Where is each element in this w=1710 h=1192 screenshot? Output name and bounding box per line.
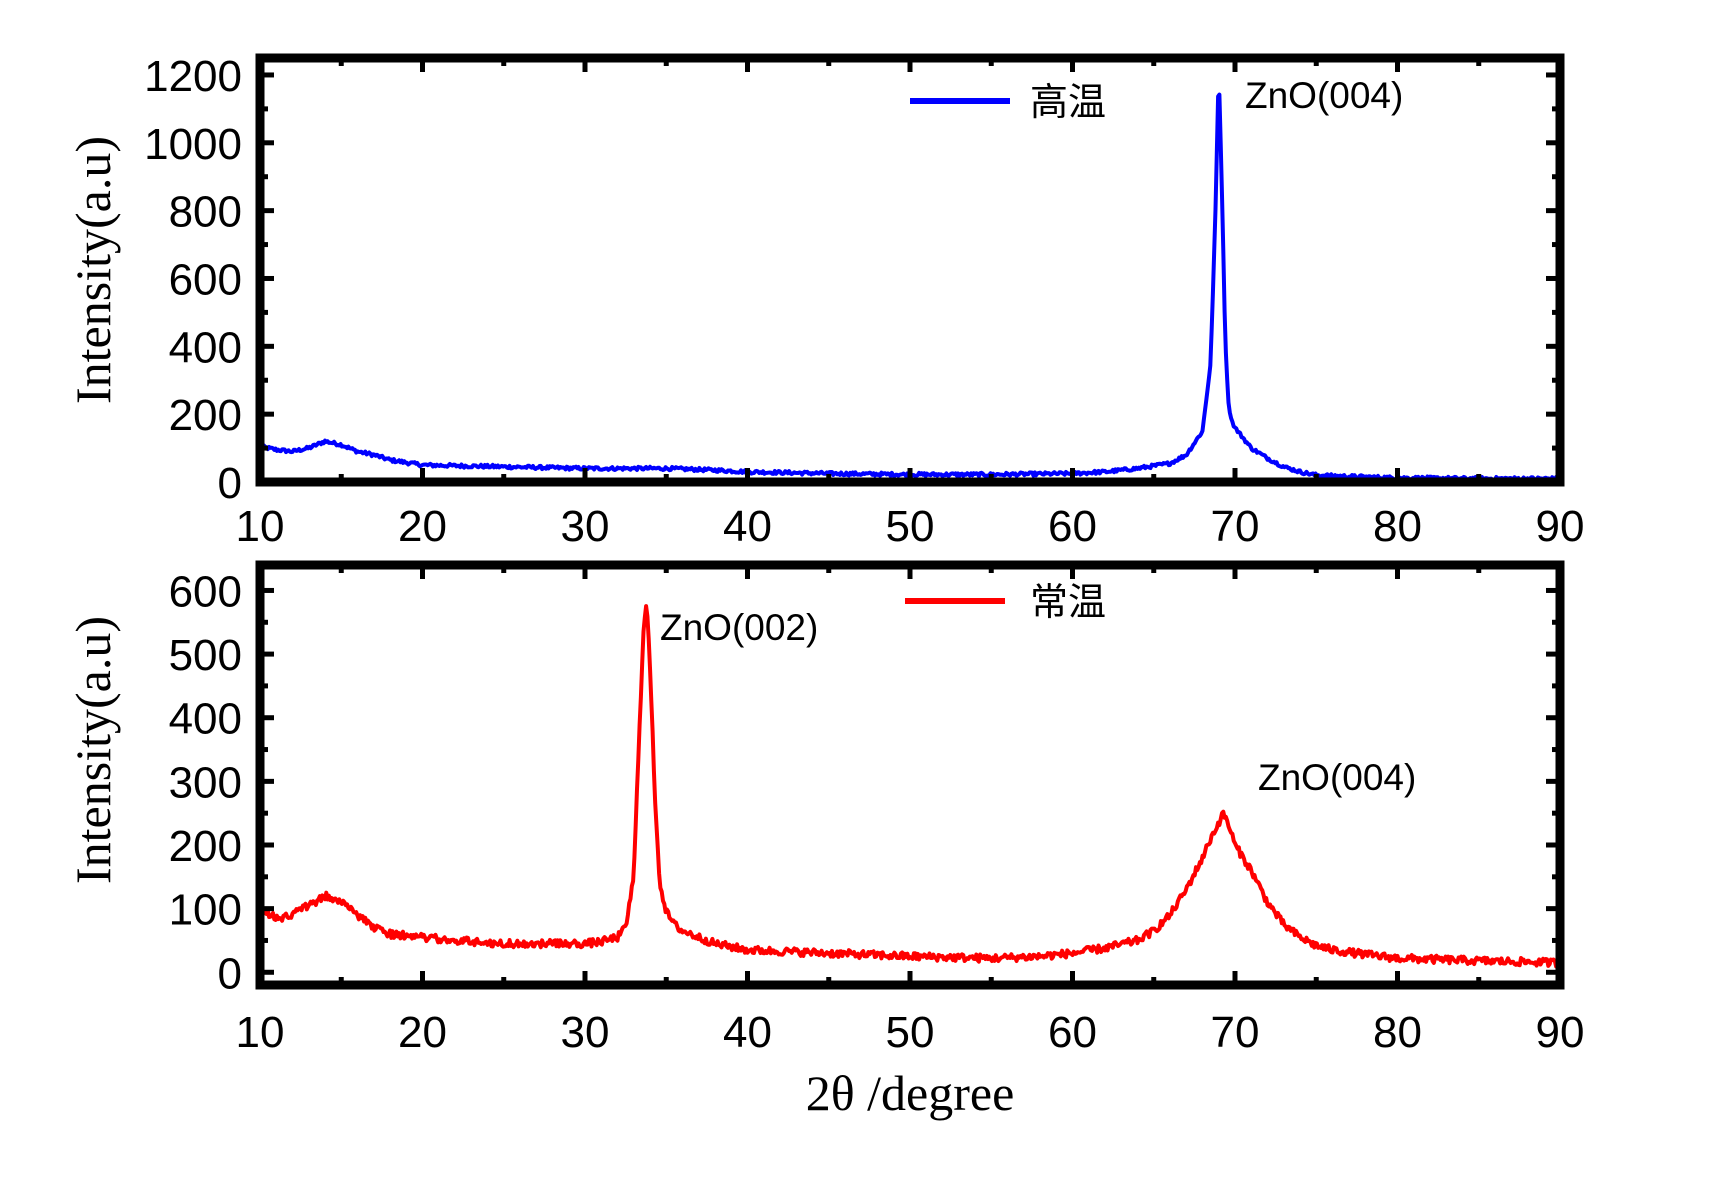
- x-tick-label: 60: [1048, 1008, 1097, 1057]
- y-tick-label: 200: [169, 391, 242, 440]
- y-tick-label: 100: [169, 886, 242, 935]
- x-tick-label: 10: [236, 1008, 285, 1057]
- plot-frame: [255, 53, 1565, 487]
- peak-annotation: ZnO(004): [1245, 75, 1403, 116]
- y-tick-label: 200: [169, 822, 242, 871]
- y-tick-label: 600: [169, 255, 242, 304]
- legend-label: 常温: [1030, 580, 1106, 624]
- x-axis-title: 2θ /degree: [806, 1065, 1015, 1121]
- x-tick-label: 90: [1536, 1008, 1585, 1057]
- x-tick-label: 50: [886, 502, 935, 551]
- x-tick-label: 40: [723, 1008, 772, 1057]
- x-tick-label: 80: [1373, 1008, 1422, 1057]
- y-tick-label: 0: [218, 949, 242, 998]
- x-tick-label: 40: [723, 502, 772, 551]
- peak-annotation: ZnO(004): [1258, 757, 1416, 798]
- top-panel-high-temp: 高温 10 20 30 40 50 60 70 80 90 0 200 400 600 800 1000 120…: [65, 52, 1584, 551]
- y-axis-title: Intensity(a.u): [65, 136, 121, 404]
- x-tick-label: 30: [561, 1008, 610, 1057]
- y-tick-label: 1000: [144, 120, 242, 169]
- y-tick-label: 400: [169, 695, 242, 744]
- series-line-high-temp: [258, 92, 1561, 482]
- x-tick-label: 80: [1373, 502, 1422, 551]
- x-tick-label: 60: [1048, 502, 1097, 551]
- x-tick-label: 30: [561, 502, 610, 551]
- series-line-room-temp: [258, 604, 1562, 969]
- x-tick-label: 70: [1211, 502, 1260, 551]
- y-tick-label: 600: [169, 567, 242, 616]
- peak-annotation: ZnO(002): [660, 607, 818, 648]
- x-tick-label: 10: [236, 502, 285, 551]
- x-tick-label: 20: [398, 502, 447, 551]
- y-tick-label: 300: [169, 758, 242, 807]
- y-tick-label: 1200: [144, 52, 242, 101]
- x-tick-label: 50: [886, 1008, 935, 1057]
- y-tick-label: 0: [218, 459, 242, 508]
- y-tick-label: 500: [169, 631, 242, 680]
- x-tick-label: 90: [1536, 502, 1585, 551]
- x-tick-label: 70: [1211, 1008, 1260, 1057]
- legend-label: 高温: [1030, 80, 1106, 124]
- x-tick-label: 20: [398, 1008, 447, 1057]
- y-axis-title: Intensity(a.u): [65, 616, 121, 884]
- y-tick-label: 800: [169, 188, 242, 237]
- bottom-panel-room-temp: 常温 10 20 30 40 50 60 70 80 90 0 100 200 300 400 500 600 I…: [65, 560, 1585, 1121]
- y-tick-label: 400: [169, 323, 242, 372]
